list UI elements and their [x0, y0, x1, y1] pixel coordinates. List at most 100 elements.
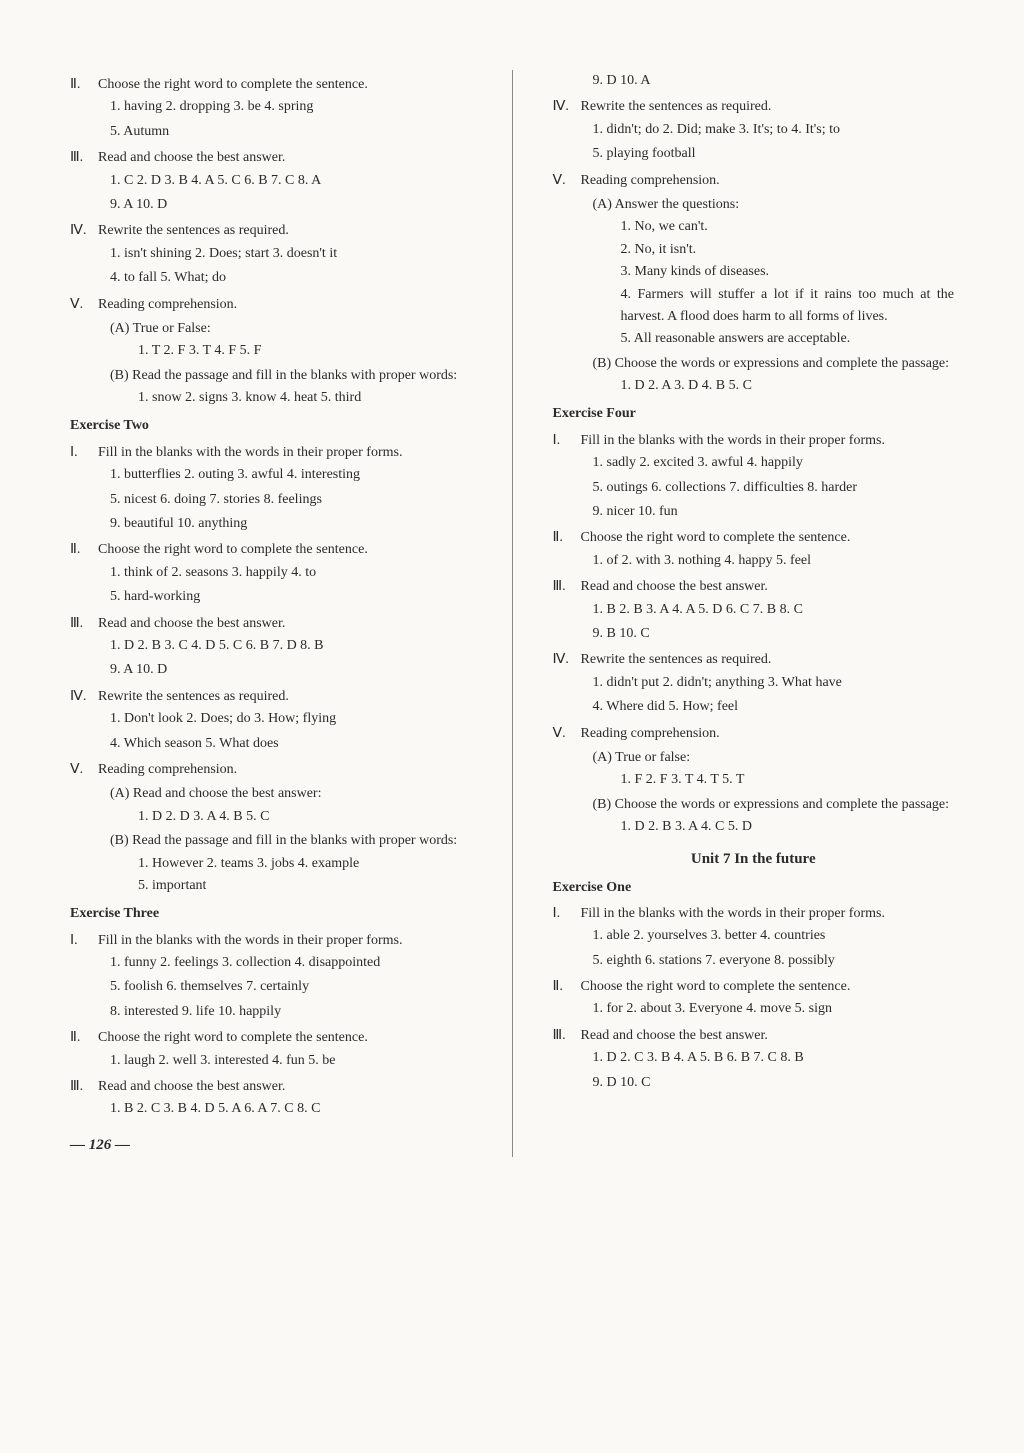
column-divider [512, 70, 513, 1157]
section-header: Ⅲ.Read and choose the best answer. [70, 1076, 472, 1098]
section-title: Choose the right word to complete the se… [98, 1027, 472, 1049]
roman-numeral: Ⅳ. [553, 649, 581, 671]
sub-answer-line: 1. D 2. A 3. D 4. B 5. C [553, 375, 955, 397]
section-title: Read and choose the best answer. [98, 147, 472, 169]
answer-line: 1. D 2. B 3. C 4. D 5. C 6. B 7. D 8. B [70, 635, 472, 657]
sub-answer-line: 1. D 2. B 3. A 4. C 5. D [553, 816, 955, 838]
numbered-answer: 5. All reasonable answers are acceptable… [553, 328, 955, 350]
section-header: Ⅴ.Reading comprehension. [70, 294, 472, 316]
answer-line: 4. Which season 5. What does [70, 733, 472, 755]
sub-section-label: (B) Read the passage and fill in the bla… [70, 365, 472, 387]
sub-section-label: (A) True or False: [70, 318, 472, 340]
roman-numeral: Ⅰ. [553, 903, 581, 925]
answer-line: 1. for 2. about 3. Everyone 4. move 5. s… [553, 998, 955, 1020]
section-title: Reading comprehension. [581, 723, 955, 745]
answer-line: 9. A 10. D [70, 659, 472, 681]
sub-answer-line: 1. F 2. F 3. T 4. T 5. T [553, 769, 955, 791]
answer-line: 1. having 2. dropping 3. be 4. spring [70, 96, 472, 118]
section-header: Ⅱ.Choose the right word to complete the … [553, 527, 955, 549]
page-number: — 126 — [70, 1133, 472, 1157]
answer-line: 5. Autumn [70, 121, 472, 143]
roman-numeral: Ⅱ. [70, 539, 98, 561]
section-title: Rewrite the sentences as required. [581, 96, 955, 118]
sub-section-label: (A) True or false: [553, 747, 955, 769]
right-column: 9. D 10. AⅣ.Rewrite the sentences as req… [553, 70, 955, 1157]
sub-answer-line: 1. snow 2. signs 3. know 4. heat 5. thir… [70, 387, 472, 409]
answer-line: 1. think of 2. seasons 3. happily 4. to [70, 562, 472, 584]
roman-numeral: Ⅱ. [70, 74, 98, 96]
sub-section-label: (A) Read and choose the best answer: [70, 783, 472, 805]
answer-line: 9. nicer 10. fun [553, 501, 955, 523]
section-header: Ⅳ.Rewrite the sentences as required. [70, 686, 472, 708]
roman-numeral: Ⅴ. [553, 723, 581, 745]
roman-numeral: Ⅴ. [70, 294, 98, 316]
roman-numeral: Ⅲ. [70, 1076, 98, 1098]
section-header: Ⅱ.Choose the right word to complete the … [70, 74, 472, 96]
sub-section-label: (B) Choose the words or expressions and … [553, 794, 955, 816]
answer-line: 9. beautiful 10. anything [70, 513, 472, 535]
answer-line: 8. interested 9. life 10. happily [70, 1001, 472, 1023]
section-header: Ⅲ.Read and choose the best answer. [70, 613, 472, 635]
sub-answer-line: 5. important [70, 875, 472, 897]
numbered-answer: 2. No, it isn't. [553, 239, 955, 261]
section-header: Ⅴ.Reading comprehension. [553, 170, 955, 192]
section-header: Ⅴ.Reading comprehension. [553, 723, 955, 745]
section-header: Ⅳ.Rewrite the sentences as required. [70, 220, 472, 242]
section-title: Choose the right word to complete the se… [98, 74, 472, 96]
answer-line: 1. B 2. C 3. B 4. D 5. A 6. A 7. C 8. C [70, 1098, 472, 1120]
roman-numeral: Ⅰ. [70, 442, 98, 464]
answer-line: 5. hard-working [70, 586, 472, 608]
numbered-answer: 4. Farmers will stuffer a lot if it rain… [553, 284, 955, 329]
answer-line: 5. foolish 6. themselves 7. certainly [70, 976, 472, 998]
answer-line: 1. D 2. C 3. B 4. A 5. B 6. B 7. C 8. B [553, 1047, 955, 1069]
exercise-heading: Exercise Three [70, 903, 472, 925]
section-title: Rewrite the sentences as required. [98, 220, 472, 242]
section-title: Read and choose the best answer. [581, 1025, 955, 1047]
section-title: Rewrite the sentences as required. [581, 649, 955, 671]
sub-section-label: (A) Answer the questions: [553, 194, 955, 216]
exercise-heading: Exercise One [553, 877, 955, 899]
unit-heading: Unit 7 In the future [553, 847, 955, 871]
exercise-heading: Exercise Four [553, 403, 955, 425]
section-title: Reading comprehension. [98, 294, 472, 316]
section-title: Fill in the blanks with the words in the… [581, 903, 955, 925]
section-header: Ⅲ.Read and choose the best answer. [553, 1025, 955, 1047]
answer-line: 5. outings 6. collections 7. difficultie… [553, 477, 955, 499]
section-title: Fill in the blanks with the words in the… [581, 430, 955, 452]
section-header: Ⅳ.Rewrite the sentences as required. [553, 96, 955, 118]
section-title: Fill in the blanks with the words in the… [98, 930, 472, 952]
section-title: Reading comprehension. [581, 170, 955, 192]
roman-numeral: Ⅱ. [553, 527, 581, 549]
answer-line: 1. funny 2. feelings 3. collection 4. di… [70, 952, 472, 974]
exercise-heading: Exercise Two [70, 415, 472, 437]
answer-line: 1. able 2. yourselves 3. better 4. count… [553, 925, 955, 947]
section-header: Ⅳ.Rewrite the sentences as required. [553, 649, 955, 671]
section-header: Ⅰ.Fill in the blanks with the words in t… [70, 930, 472, 952]
section-header: Ⅲ.Read and choose the best answer. [553, 576, 955, 598]
section-title: Choose the right word to complete the se… [581, 527, 955, 549]
section-header: Ⅰ.Fill in the blanks with the words in t… [553, 430, 955, 452]
left-column: Ⅱ.Choose the right word to complete the … [70, 70, 472, 1157]
section-title: Reading comprehension. [98, 759, 472, 781]
sub-answer-line: 1. D 2. D 3. A 4. B 5. C [70, 806, 472, 828]
answer-line: 9. D 10. A [553, 70, 955, 92]
answer-line: 4. to fall 5. What; do [70, 267, 472, 289]
answer-line: 4. Where did 5. How; feel [553, 696, 955, 718]
roman-numeral: Ⅳ. [70, 686, 98, 708]
roman-numeral: Ⅲ. [70, 147, 98, 169]
answer-line: 5. nicest 6. doing 7. stories 8. feeling… [70, 489, 472, 511]
answer-line: 9. B 10. C [553, 623, 955, 645]
sub-answer-line: 1. T 2. F 3. T 4. F 5. F [70, 340, 472, 362]
numbered-answer: 1. No, we can't. [553, 216, 955, 238]
roman-numeral: Ⅱ. [70, 1027, 98, 1049]
section-title: Rewrite the sentences as required. [98, 686, 472, 708]
answer-line: 1. C 2. D 3. B 4. A 5. C 6. B 7. C 8. A [70, 170, 472, 192]
answer-line: 5. playing football [553, 143, 955, 165]
answer-line: 9. A 10. D [70, 194, 472, 216]
answer-line: 9. D 10. C [553, 1072, 955, 1094]
answer-line: 1. didn't put 2. didn't; anything 3. Wha… [553, 672, 955, 694]
section-title: Read and choose the best answer. [98, 613, 472, 635]
section-header: Ⅰ.Fill in the blanks with the words in t… [553, 903, 955, 925]
roman-numeral: Ⅳ. [553, 96, 581, 118]
answer-line: 1. of 2. with 3. nothing 4. happy 5. fee… [553, 550, 955, 572]
